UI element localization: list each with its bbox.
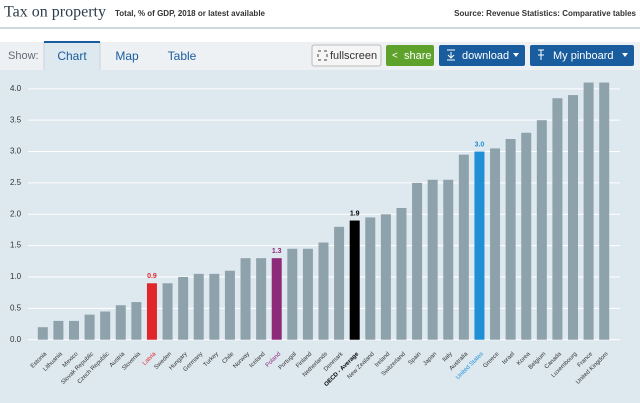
download-button[interactable]: [439, 45, 525, 66]
value-label: 1.9: [350, 210, 360, 217]
bar: [302, 248, 313, 340]
button-label[interactable]: My pinboard: [553, 50, 614, 62]
bar: [256, 258, 267, 340]
bar: [458, 154, 469, 340]
bar: [583, 82, 594, 340]
bar: [380, 214, 391, 340]
bar: [536, 120, 547, 340]
show-label: Show:: [8, 50, 39, 62]
tab-active[interactable]: [43, 41, 101, 72]
bar: [396, 208, 407, 340]
y-tick-label: 0.5: [10, 303, 22, 312]
icon: [622, 53, 628, 57]
tab[interactable]: Table: [168, 49, 197, 63]
chart-area: [0, 70, 640, 403]
subtitle: Total, % of GDP, 2018 or latest availabl…: [115, 9, 266, 18]
icon: <: [392, 51, 398, 62]
bar: [365, 217, 376, 340]
bar: [193, 273, 204, 340]
pinboard-button[interactable]: [530, 45, 634, 66]
bar: [287, 248, 298, 340]
value-label: 1.3: [272, 248, 282, 255]
share-button[interactable]: [386, 45, 434, 66]
y-tick-label: 1.5: [10, 241, 22, 250]
icon: [513, 53, 519, 57]
bar: [162, 283, 173, 340]
bar: [521, 132, 532, 340]
y-tick-label: 3.5: [10, 115, 22, 124]
tab[interactable]: Map: [115, 49, 139, 63]
tab[interactable]: Chart: [57, 49, 87, 63]
y-tick-label: 3.0: [10, 147, 22, 156]
title: Tax on property: [4, 4, 106, 21]
bar: [334, 226, 345, 340]
bar: [224, 270, 235, 340]
y-tick-label: 1.0: [10, 272, 22, 281]
button-label[interactable]: fullscreen: [330, 50, 377, 62]
y-tick-label: 0.0: [10, 335, 22, 344]
y-tick-label: 4.0: [10, 84, 22, 93]
bar: [568, 95, 579, 340]
bar: [427, 179, 438, 340]
fullscreen-button[interactable]: [311, 44, 382, 67]
bar: [178, 277, 189, 340]
y-tick-label: 2.5: [10, 178, 22, 187]
bar: [552, 98, 563, 340]
y-tick-label: 2.0: [10, 209, 22, 218]
bar: [84, 314, 95, 340]
value-label: 0.9: [147, 273, 157, 280]
bar: [146, 283, 157, 340]
bar: [443, 179, 454, 340]
bar: [474, 151, 485, 340]
bar: [53, 320, 64, 340]
bar: [505, 139, 516, 340]
bar: [490, 148, 501, 340]
icon: [317, 50, 328, 61]
source: Source: Revenue Statistics: Comparative …: [454, 9, 636, 18]
bar: [318, 242, 329, 340]
button-label[interactable]: share: [404, 50, 432, 62]
bar: [100, 311, 111, 340]
bar: [131, 302, 142, 340]
bar: [115, 305, 126, 340]
bar: [68, 320, 79, 340]
bar: [209, 273, 220, 340]
bar: [412, 182, 423, 340]
icon: [447, 49, 455, 61]
value-label: 3.0: [475, 141, 485, 148]
bar: [599, 82, 610, 340]
button-label[interactable]: download: [462, 50, 509, 62]
bar: [37, 327, 48, 340]
bar: [349, 220, 360, 340]
icon: [538, 49, 544, 60]
bar: [271, 258, 282, 340]
bar: [240, 258, 251, 340]
